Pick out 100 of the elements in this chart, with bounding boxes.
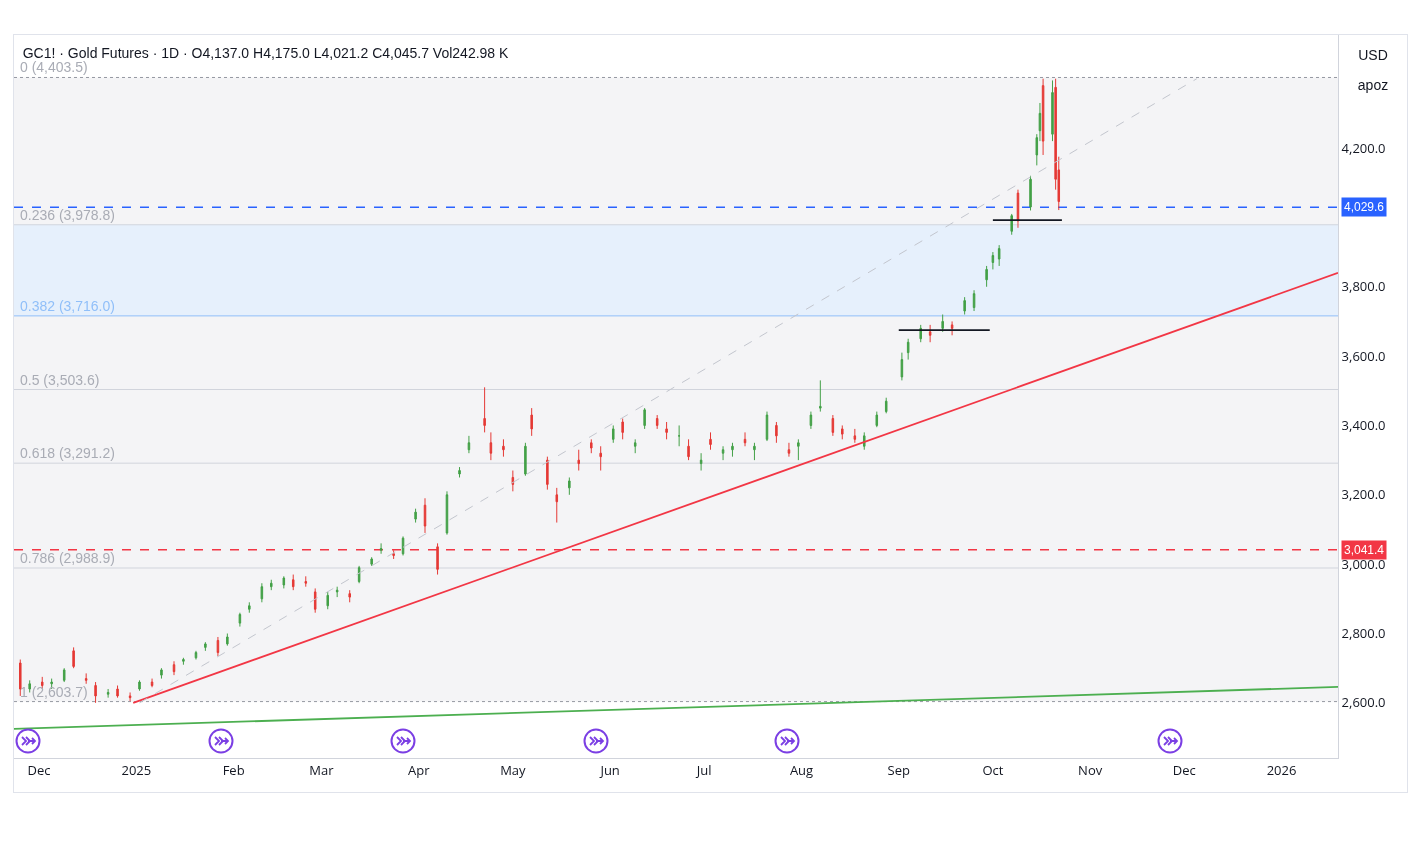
candlestick — [392, 549, 395, 560]
x-tick-label: Feb — [222, 760, 245, 779]
ref-line-label: 0.382 (3,716.0) — [20, 298, 115, 314]
candlestick — [248, 601, 251, 614]
candlestick — [150, 678, 154, 688]
candlestick — [555, 487, 559, 524]
ref-line-label: 3,041.4 — [1344, 543, 1385, 557]
candlestick — [72, 646, 75, 669]
candlestick — [819, 379, 822, 413]
candlestick — [1010, 213, 1013, 236]
candlestick — [291, 574, 295, 591]
candlestick — [1016, 189, 1020, 229]
candlestick — [900, 352, 904, 381]
candlestick — [530, 407, 533, 437]
text: USD — [1357, 46, 1389, 65]
candlestick — [182, 657, 185, 666]
candlestick — [423, 497, 427, 534]
candlestick — [458, 466, 461, 478]
x-tick-label: Nov — [1078, 760, 1103, 779]
x-tick-label: Oct — [982, 760, 1004, 779]
y-tick-label: 3,600.0 — [1341, 346, 1386, 365]
candlestick — [985, 265, 988, 288]
candlestick — [1051, 79, 1054, 142]
candlestick — [304, 575, 308, 588]
candlestick — [348, 589, 351, 603]
candlestick — [489, 431, 493, 461]
candlestick — [28, 679, 31, 693]
candlestick — [950, 320, 954, 336]
x-tick-label: Sep — [887, 760, 910, 779]
y-tick-label: 3,200.0 — [1341, 485, 1386, 504]
candlestick — [731, 442, 734, 458]
ref-line-label: 1 (2,603.7) — [20, 684, 88, 700]
x-tick-label: Jul — [694, 760, 712, 779]
candlestick — [677, 424, 681, 447]
ref-line-label: 0.618 (3,291.2) — [20, 445, 115, 461]
ref-line-label: 0 (4,403.5) — [20, 59, 88, 75]
candlestick — [260, 582, 264, 603]
candlestick — [721, 445, 725, 461]
y-tick-label: 2,800.0 — [1341, 624, 1386, 643]
candlestick — [787, 442, 791, 458]
candlestick — [809, 411, 813, 430]
candlestick — [282, 575, 286, 589]
candlestick — [511, 470, 515, 492]
candlestick — [19, 659, 22, 697]
candlestick — [467, 435, 471, 454]
candlestick — [972, 289, 976, 312]
candlestick — [106, 688, 110, 699]
ref-line-label: 4,029.6 — [1344, 200, 1385, 214]
candlestick — [216, 636, 220, 657]
candlestick — [643, 407, 646, 430]
candlestick — [577, 449, 581, 472]
candlestick — [502, 438, 505, 458]
candlestick — [414, 508, 417, 524]
candlestick — [94, 681, 97, 704]
x-tick-label: 2025 — [121, 760, 152, 779]
candlestick — [326, 591, 330, 610]
candlestick — [906, 338, 910, 361]
candlestick — [991, 251, 995, 270]
candlestick — [875, 411, 879, 428]
candlestick — [379, 542, 383, 555]
candlestick — [238, 612, 242, 628]
x-tick-label: Dec — [1172, 760, 1196, 779]
candlestick — [483, 386, 486, 433]
candlestick — [270, 579, 273, 591]
candlestick — [357, 565, 361, 584]
candlestick — [172, 660, 176, 676]
candlestick — [116, 685, 119, 699]
candlestick — [699, 452, 703, 472]
candlestick — [709, 431, 712, 451]
candlestick — [436, 542, 439, 576]
x-tick-label: Aug — [789, 760, 814, 779]
y-tick-label: 3,400.0 — [1341, 416, 1386, 434]
y-tick-label: 3,800.0 — [1341, 277, 1386, 296]
candlestick — [655, 414, 659, 430]
candlestick — [590, 438, 593, 454]
candlestick — [633, 438, 637, 454]
candlestick — [831, 414, 835, 437]
x-tick-label: 2026 — [1266, 760, 1297, 779]
ref-line-label: 0.786 (2,988.9) — [20, 550, 115, 566]
candlestick — [665, 421, 668, 440]
candlestick — [963, 296, 966, 315]
y-tick-label: 3,000.0 — [1341, 554, 1386, 573]
candlestick — [194, 650, 198, 661]
candlestick — [621, 418, 624, 440]
candlestick — [546, 456, 549, 491]
candlestick — [370, 556, 373, 567]
candlestick — [853, 428, 857, 444]
candlestick — [997, 244, 1001, 267]
candlestick — [138, 679, 141, 692]
candlestick — [62, 667, 66, 683]
candlestick — [524, 442, 527, 477]
candlestick — [84, 672, 88, 685]
candlestick — [313, 587, 317, 614]
candlestick — [128, 691, 132, 702]
y-tick-label: 2,600.0 — [1341, 693, 1386, 712]
x-tick-label: Jun — [598, 760, 620, 779]
x-tick-label: Mar — [309, 760, 335, 779]
candlestick — [841, 424, 844, 440]
candlestick — [687, 438, 690, 461]
x-tick-label: May — [500, 760, 527, 779]
